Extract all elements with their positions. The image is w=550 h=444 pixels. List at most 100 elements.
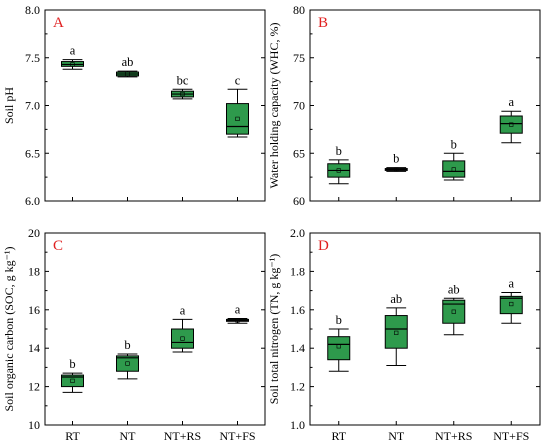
y-tick-label: 65 [293, 146, 305, 160]
mean-marker [451, 167, 456, 172]
panel-letter: A [53, 15, 64, 31]
plot-frame [44, 232, 266, 426]
significance-letter: ab [390, 292, 402, 306]
box-nt-rs: a [171, 303, 194, 353]
y-tick-label: 7.5 [25, 51, 40, 65]
x-tick-label: NT+FS [493, 429, 529, 443]
y-axis-label: Soil total nitrogen (TN, g kg⁻¹) [267, 254, 281, 405]
significance-letter: b [336, 144, 342, 158]
significance-letter: a [180, 303, 186, 317]
y-axis-label: Water holding capacity (WHC, %) [267, 23, 281, 189]
iqr-box [61, 374, 84, 388]
y-tick-label: 18 [28, 264, 40, 278]
significance-letter: b [393, 152, 399, 166]
y-tick-label: 6.5 [25, 146, 40, 160]
y-tick-label: 1.4 [290, 341, 305, 355]
box-nt-fs: a [499, 277, 523, 324]
x-tick-label: RT [65, 429, 80, 443]
mean-marker [125, 71, 130, 77]
box-nt-fs: c [226, 73, 249, 138]
iqr-box [499, 115, 523, 134]
mean-marker [180, 91, 185, 97]
y-tick-label: 14 [28, 341, 40, 355]
significance-letter: ab [122, 55, 134, 69]
box-nt-fs: a [226, 302, 249, 324]
mean-marker [70, 378, 75, 383]
mean-marker [235, 116, 240, 121]
y-tick-label: 6.0 [25, 194, 40, 208]
iqr-box [442, 160, 466, 178]
significance-letter: b [451, 137, 457, 151]
y-tick-label: 60 [293, 194, 305, 208]
x-tick-label: NT+RS [435, 429, 472, 443]
iqr-box [442, 299, 466, 324]
significance-letter: b [69, 357, 75, 371]
y-tick-label: 1.8 [290, 264, 305, 278]
x-tick-label: NT+RS [164, 429, 201, 443]
x-tick-label: RT [331, 429, 346, 443]
y-tick-label: 10 [28, 418, 40, 432]
y-tick-label: 1.0 [290, 418, 305, 432]
box-nt: b [116, 338, 139, 380]
mean-marker [70, 62, 75, 67]
mean-marker [125, 361, 130, 366]
y-tick-label: 7.0 [25, 99, 40, 113]
significance-letter: b [124, 338, 130, 352]
mean-marker [509, 301, 514, 307]
box-nt: ab [116, 55, 139, 78]
x-tick-label: NT [388, 429, 405, 443]
y-tick-label: 80 [293, 3, 305, 17]
mean-marker [451, 309, 456, 314]
significance-letter: ab [448, 282, 460, 296]
panel-d: 1.0 1.2 1.4 1.6 1.8 2.0 Soil total nitrogen (T… [267, 226, 541, 443]
panel-c: 10 12 14 16 18 20 Soil organic carbon (SOC, g … [2, 226, 266, 443]
panel-letter: C [53, 238, 63, 254]
iqr-box [116, 355, 139, 372]
y-tick-label: 75 [293, 51, 305, 65]
significance-letter: bc [177, 73, 189, 87]
mean-marker [336, 344, 341, 349]
mean-marker [180, 336, 185, 341]
mean-marker [509, 122, 514, 127]
mean-marker [336, 168, 341, 173]
panel-a: 6.0 6.5 7.0 7.5 8.0 Soil pH Aa ab bc c [2, 3, 266, 208]
significance-letter: b [336, 313, 342, 327]
y-axis-label: Soil pH [2, 87, 16, 124]
x-tick-label: NT [120, 429, 137, 443]
significance-letter: c [235, 73, 241, 87]
box-nt-rs: ab [442, 282, 466, 336]
iqr-box [226, 103, 249, 135]
y-tick-label: 70 [293, 99, 305, 113]
y-tick-label: 12 [28, 380, 40, 394]
y-axis-label: Soil organic carbon (SOC, g kg⁻¹) [2, 246, 16, 411]
y-tick-label: 16 [28, 303, 40, 317]
y-tick-label: 20 [28, 226, 40, 240]
y-tick-label: 2.0 [290, 226, 305, 240]
box-nt-rs: b [442, 137, 466, 181]
iqr-box [171, 328, 194, 349]
significance-letter: a [508, 95, 514, 109]
x-tick-label: NT+FS [219, 429, 255, 443]
significance-letter: a [235, 302, 241, 316]
mean-marker [235, 318, 240, 323]
significance-letter: a [508, 277, 514, 291]
panel-letter: B [318, 15, 328, 31]
box-nt-rs: bc [171, 73, 194, 100]
significance-letter: a [70, 44, 76, 58]
panel-b: 60 65 70 75 80 Water holding capacity (WHC, %… [267, 3, 541, 208]
y-tick-label: 8.0 [25, 3, 40, 17]
box-nt-fs: a [499, 95, 523, 144]
mean-marker [394, 330, 399, 335]
box-rt: b [61, 357, 84, 393]
y-tick-label: 1.6 [290, 303, 305, 317]
box-rt: a [61, 44, 84, 70]
mean-marker [394, 167, 399, 172]
y-tick-label: 1.2 [290, 380, 305, 394]
box-rt: b [327, 144, 351, 185]
iqr-box [499, 295, 523, 315]
box-rt: b [327, 313, 351, 372]
box-nt: b [384, 152, 408, 172]
iqr-box [384, 315, 408, 349]
